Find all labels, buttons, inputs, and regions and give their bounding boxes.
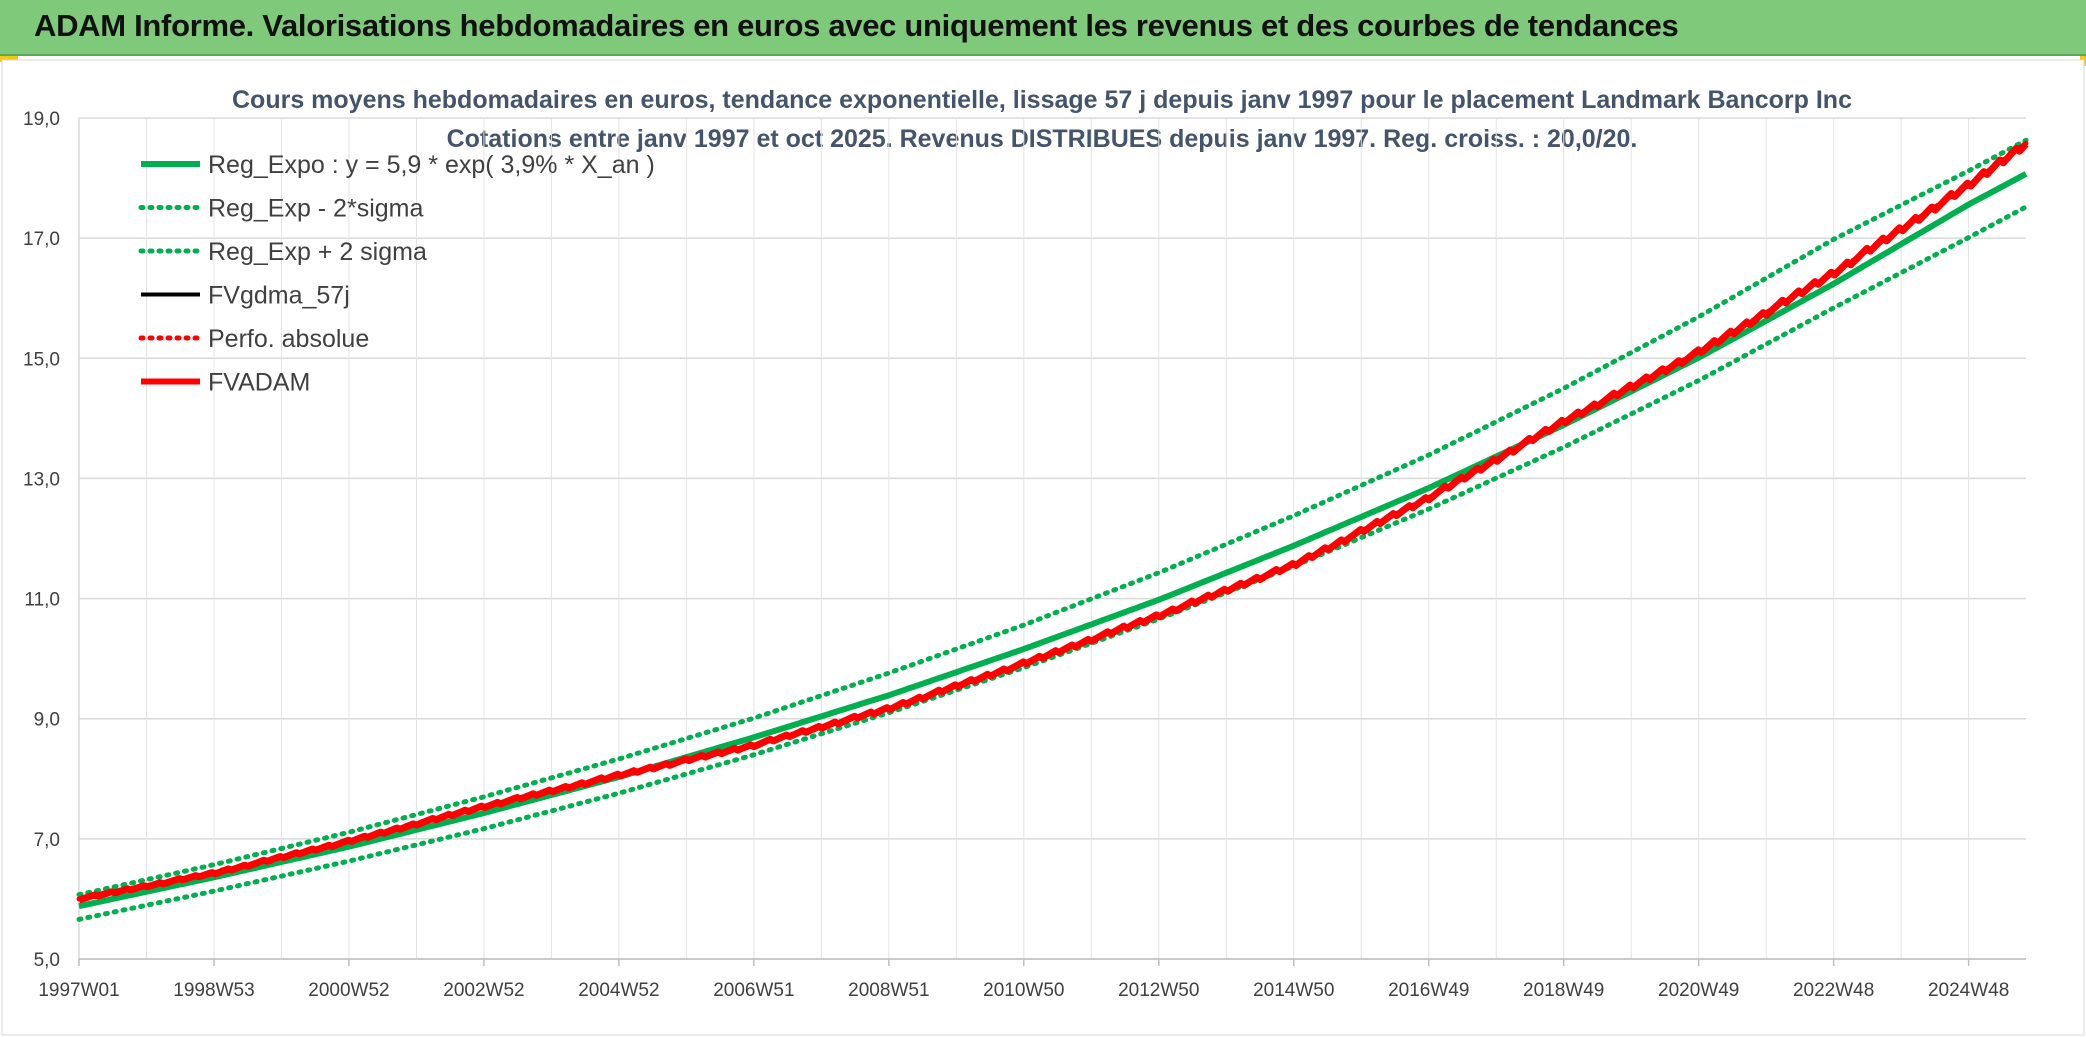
y-tick-label: 7,0 (34, 830, 60, 851)
header-bar: ADAM Informe. Valorisations hebdomadaire… (0, 0, 2086, 56)
x-tick-label: 2018W49 (1523, 980, 1604, 1001)
x-tick-label: 2012W50 (1118, 980, 1199, 1001)
y-tick-label: 5,0 (34, 950, 60, 971)
x-tick-label: 1998W53 (173, 980, 254, 1001)
x-tick-label: 2004W52 (578, 980, 659, 1001)
legend-label-5: FVADAM (208, 369, 310, 397)
x-tick-label: 2000W52 (308, 980, 389, 1001)
x-tick-label: 2010W50 (983, 980, 1064, 1001)
series-lines (76, 137, 2029, 922)
y-tick-label: 17,0 (23, 229, 60, 250)
legend-label-1: Reg_Exp - 2*sigma (208, 195, 423, 223)
page-title: ADAM Informe. Valorisations hebdomadaire… (34, 8, 1679, 43)
line-chart: Cours moyens hebdomadaires en euros, ten… (1, 59, 2085, 1036)
x-tick-label: 2006W51 (713, 980, 794, 1001)
y-tick-label: 11,0 (24, 590, 60, 611)
y-tick-label: 13,0 (23, 469, 60, 490)
chart-title-line-2: Cotations entre janv 1997 et oct 2025. R… (447, 125, 1638, 153)
legend-label-2: Reg_Exp + 2 sigma (208, 238, 427, 266)
series-line-5 (77, 141, 2029, 904)
legend-label-3: FVgdma_57j (208, 282, 350, 310)
x-tick-label: 2022W48 (1793, 980, 1874, 1001)
legend-label-0: Reg_Expo : y = 5,9 * exp( 3,9% * X_an ) (208, 151, 655, 179)
x-tick-label: 2002W52 (443, 980, 524, 1001)
chart-title-line-1: Cours moyens hebdomadaires en euros, ten… (232, 86, 1852, 114)
chart-area: Cours moyens hebdomadaires en euros, ten… (0, 58, 2086, 1037)
x-tick-label: 2020W49 (1658, 980, 1739, 1001)
series-line-0 (78, 171, 2028, 910)
series-line-2 (76, 137, 2029, 898)
series-line-1 (76, 204, 2029, 922)
y-tick-label: 9,0 (34, 710, 60, 731)
y-tick-label: 15,0 (23, 349, 60, 370)
x-tick-label: 2024W48 (1928, 980, 2009, 1001)
x-tick-label: 2008W51 (848, 980, 929, 1001)
axes: 5,0 7,0 9,0 11,0 13,0 15,0 17,0 19,0 1997W01 1998… (23, 109, 2026, 1001)
corner-marker-top-left (0, 56, 18, 62)
legend-label-4: Perfo. absolue (208, 325, 369, 353)
x-tick-label: 1997W01 (38, 980, 119, 1001)
legend: Reg_Expo : y = 5,9 * exp( 3,9% * X_an ) R… (138, 151, 655, 397)
x-tick-label: 2014W50 (1253, 980, 1334, 1001)
y-tick-label: 19,0 (23, 109, 60, 130)
x-tick-label: 2016W49 (1388, 980, 1469, 1001)
